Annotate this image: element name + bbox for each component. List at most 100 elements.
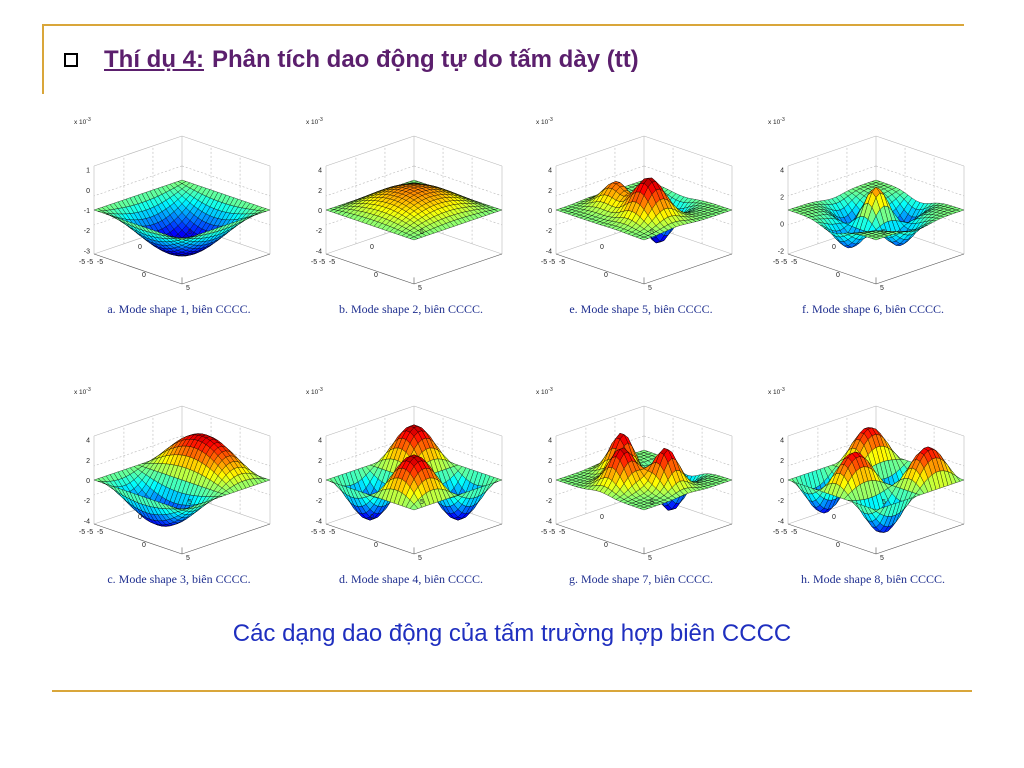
mode-shape-panel: x 10-3 4 2 0 -2 -4 -5 0 5 -5 0 5 -5 g. Mode shape 7, …: [524, 382, 758, 632]
z-tick-label: 2: [86, 458, 90, 465]
left-accent-rule: [42, 24, 44, 94]
figure-caption: h. Mode shape 8, biên CCCC.: [801, 572, 945, 586]
x-tick-label: 0: [604, 542, 608, 549]
mode-shape-panel: x 10-3 4 2 0 -2 -4 -5 0 5 -5 0 5 -5 c. Mode shape 3, …: [62, 382, 296, 632]
x-tick-label: -5: [97, 529, 103, 536]
y-tick-label: 5: [420, 499, 424, 506]
y-tick-label: 5: [882, 499, 886, 506]
z-tick-label: 4: [318, 438, 322, 445]
x-tick-label: -5: [329, 529, 335, 536]
y-tick-label: -5: [87, 529, 93, 536]
x-tick-label: -5: [791, 259, 797, 266]
y-tick-label: -5: [87, 259, 93, 266]
y-tick-label: -5: [549, 259, 555, 266]
z-tick-label: -4: [546, 518, 552, 525]
axis-exponent-label: x 10-3: [74, 117, 91, 126]
slide-title: Thí dụ 4: Phân tích dao động tự do tấm d…: [64, 42, 639, 78]
x-tick-label: 0: [836, 272, 840, 279]
z-tick-label: 2: [548, 188, 552, 195]
z-tick-label: 4: [548, 168, 552, 175]
corner-tick-label: -5: [541, 259, 547, 266]
y-tick-label: -5: [781, 529, 787, 536]
axis-exponent-label: x 10-3: [536, 117, 553, 126]
figure-caption: g. Mode shape 7, biên CCCC.: [569, 572, 713, 586]
figure-caption: c. Mode shape 3, biên CCCC.: [107, 572, 251, 586]
y-tick-label: -5: [319, 259, 325, 266]
z-tick-label: -2: [778, 248, 784, 255]
figure-caption: b. Mode shape 2, biên CCCC.: [339, 302, 483, 316]
z-tick-label: 4: [548, 438, 552, 445]
surface-plot: x 10-3 4 2 0 -2 -4 -5 0 5 -5 0 5 -5: [306, 117, 503, 292]
x-tick-label: 5: [186, 555, 190, 562]
y-tick-label: 0: [138, 514, 142, 521]
x-tick-label: 5: [880, 555, 884, 562]
z-tick-label: 2: [318, 188, 322, 195]
surface-plot: x 10-3 4 2 0 -2 -4 -5 0 5 -5 0 5 -5: [536, 387, 733, 562]
y-tick-label: 0: [600, 244, 604, 251]
z-tick-label: 4: [780, 168, 784, 175]
z-tick-label: 2: [780, 458, 784, 465]
mode-shape-panel: x 10-3 1 0 -1 -2 -3 -5 0 5 -5 0 5 -5 a. Mode shape 1,…: [62, 112, 296, 362]
surface-plot: x 10-3 1 0 -1 -2 -3 -5 0 5 -5 0 5 -5: [74, 117, 271, 292]
axis-exponent-label: x 10-3: [768, 387, 785, 396]
z-tick-label: -4: [84, 518, 90, 525]
x-tick-label: 0: [374, 272, 378, 279]
z-tick-label: 0: [318, 208, 322, 215]
z-tick-label: 4: [86, 438, 90, 445]
z-tick-label: -2: [546, 228, 552, 235]
x-tick-label: -5: [791, 529, 797, 536]
z-tick-label: 0: [780, 478, 784, 485]
y-tick-label: 0: [370, 514, 374, 521]
slide-footer-caption: Các dạng dao động của tấm trường hợp biê…: [232, 620, 792, 647]
z-tick-label: 0: [318, 478, 322, 485]
axis-exponent-label: x 10-3: [536, 387, 553, 396]
bottom-accent-rule: [52, 690, 972, 692]
axis-exponent-label: x 10-3: [306, 387, 323, 396]
y-tick-label: 0: [832, 514, 836, 521]
title-text: Phân tích dao động tự do tấm dày (tt): [211, 46, 639, 73]
z-tick-label: -4: [316, 518, 322, 525]
z-tick-label: -4: [778, 518, 784, 525]
y-tick-label: -5: [781, 259, 787, 266]
axis-exponent-label: x 10-3: [768, 117, 785, 126]
checkbox-bullet-icon: [64, 53, 78, 67]
z-tick-label: -4: [316, 248, 322, 255]
corner-tick-label: -5: [541, 529, 547, 536]
mode-shape-panel: x 10-3 4 2 0 -2 -4 -5 0 5 -5 0 5 -5 b. Mode shape 2, …: [294, 112, 528, 362]
y-tick-label: 5: [188, 499, 192, 506]
y-tick-label: 5: [188, 229, 192, 236]
z-tick-label: 0: [86, 188, 90, 195]
y-tick-label: -5: [549, 529, 555, 536]
surface-plot: x 10-3 4 2 0 -2 -4 -5 0 5 -5 0 5 -5: [768, 387, 965, 562]
surface-plot: x 10-3 4 2 0 -2 -5 0 5 -5 0 5 -5: [768, 117, 965, 292]
surface-plot: x 10-3 4 2 0 -2 -4 -5 0 5 -5 0 5 -5: [74, 387, 271, 562]
x-tick-label: 5: [648, 285, 652, 292]
figure-caption: f. Mode shape 6, biên CCCC.: [802, 302, 944, 316]
x-tick-label: 0: [604, 272, 608, 279]
mode-shape-panel: x 10-3 4 2 0 -2 -4 -5 0 5 -5 0 5 -5 e. Mode shape 5, …: [524, 112, 758, 362]
x-tick-label: -5: [97, 259, 103, 266]
x-tick-label: 5: [186, 285, 190, 292]
z-tick-label: 4: [318, 168, 322, 175]
z-tick-label: 0: [780, 221, 784, 228]
corner-tick-label: -5: [311, 529, 317, 536]
surface-plot: x 10-3 4 2 0 -2 -4 -5 0 5 -5 0 5 -5: [306, 387, 503, 562]
z-tick-label: 0: [548, 208, 552, 215]
x-tick-label: 0: [142, 542, 146, 549]
corner-tick-label: -5: [79, 259, 85, 266]
z-tick-label: 0: [86, 478, 90, 485]
x-tick-label: 5: [418, 555, 422, 562]
surface-plot: x 10-3 4 2 0 -2 -4 -5 0 5 -5 0 5 -5: [536, 117, 733, 292]
y-tick-label: 5: [650, 499, 654, 506]
top-accent-rule: [42, 24, 964, 26]
corner-tick-label: -5: [79, 529, 85, 536]
axis-exponent-label: x 10-3: [306, 117, 323, 126]
z-tick-label: 2: [318, 458, 322, 465]
y-tick-label: 0: [138, 244, 142, 251]
z-tick-label: -3: [84, 248, 90, 255]
y-tick-label: 0: [600, 514, 604, 521]
z-tick-label: -4: [546, 248, 552, 255]
z-tick-label: 2: [548, 458, 552, 465]
x-tick-label: 0: [836, 542, 840, 549]
z-tick-label: 2: [780, 195, 784, 202]
